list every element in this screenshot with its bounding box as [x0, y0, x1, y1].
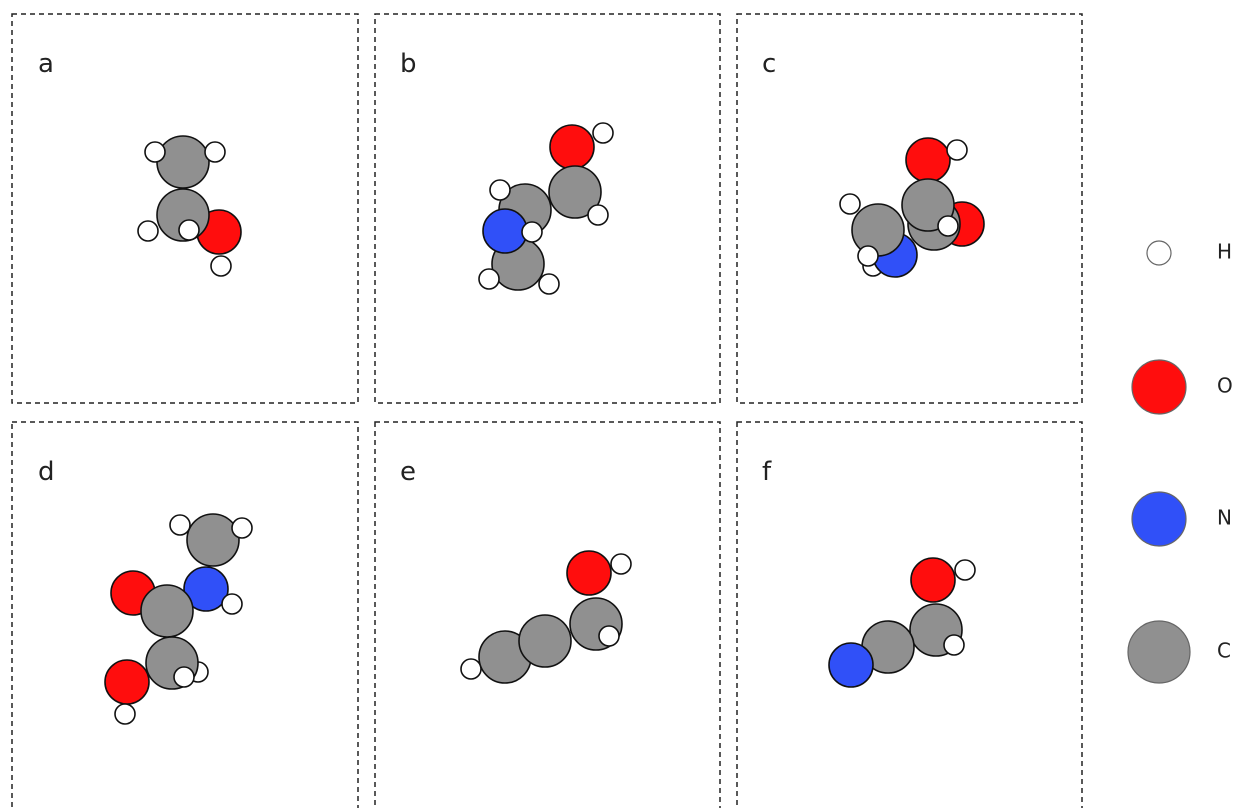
atom [911, 558, 955, 602]
atom [858, 246, 878, 266]
panel-label: c [762, 49, 776, 79]
atom [490, 180, 510, 200]
atom [852, 204, 904, 256]
atom [187, 514, 239, 566]
atom [483, 209, 527, 253]
panel-label: f [762, 457, 772, 487]
atom [955, 560, 975, 580]
atom [105, 660, 149, 704]
figure: a b c d e f H O N C [0, 0, 1241, 808]
atom [232, 518, 252, 538]
panel-label: a [38, 49, 54, 79]
legend-swatch [1128, 621, 1190, 683]
legend-swatch [1147, 241, 1171, 265]
legend-label: H [1217, 240, 1232, 264]
atom [593, 123, 613, 143]
atom [944, 635, 964, 655]
atom [174, 667, 194, 687]
atom [115, 704, 135, 724]
atom [588, 205, 608, 225]
atom [539, 274, 559, 294]
atom [947, 140, 967, 160]
atom [157, 136, 209, 188]
legend-swatch [1132, 492, 1186, 546]
atom [829, 643, 873, 687]
atom [938, 216, 958, 236]
panel-frame [737, 422, 1082, 808]
atom [145, 142, 165, 162]
legend-swatch [1132, 360, 1186, 414]
atom [611, 554, 631, 574]
panel-label: e [400, 457, 416, 487]
atom [222, 594, 242, 614]
atom [138, 221, 158, 241]
atom [522, 222, 542, 242]
legend-label: N [1217, 506, 1232, 530]
atom [550, 125, 594, 169]
atom [519, 615, 571, 667]
atom [840, 194, 860, 214]
atom [141, 585, 193, 637]
atom [567, 551, 611, 595]
atom [599, 626, 619, 646]
atom [906, 138, 950, 182]
legend-label: C [1217, 639, 1231, 663]
legend-label: O [1217, 374, 1233, 398]
page: a b c d e f H O N C (() => { const data … [0, 0, 1241, 808]
atom [170, 515, 190, 535]
panel-label: d [38, 457, 55, 487]
atom [179, 220, 199, 240]
atom [461, 659, 481, 679]
atom [211, 256, 231, 276]
panel-label: b [400, 49, 417, 79]
atom [479, 269, 499, 289]
atom [205, 142, 225, 162]
